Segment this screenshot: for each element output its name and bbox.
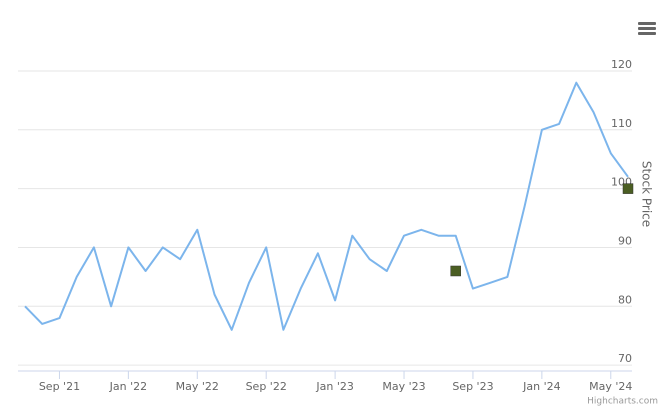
- menu-button[interactable]: [638, 22, 656, 35]
- y-tick-label: 90: [618, 234, 632, 247]
- marker: [622, 183, 634, 194]
- x-tick-label: Sep '22: [246, 380, 287, 393]
- y-tick-label: 70: [618, 352, 632, 365]
- x-tick-label: May '22: [176, 380, 219, 393]
- x-tick-label: May '24: [589, 380, 632, 393]
- menu-bar: [638, 22, 656, 25]
- x-tick-label: May '23: [382, 380, 425, 393]
- y-tick-label: 120: [611, 58, 632, 71]
- x-tick-label: Jan '24: [522, 380, 560, 393]
- credits[interactable]: Highcharts.com: [587, 397, 658, 407]
- x-tick-label: Jan '23: [315, 380, 353, 393]
- menu-bar: [638, 32, 656, 35]
- x-tick-label: Sep '23: [452, 380, 493, 393]
- menu-bar: [638, 27, 656, 30]
- x-tick-label: Jan '22: [109, 380, 147, 393]
- y-axis-title: Stock Price: [640, 161, 654, 227]
- y-tick-label: 80: [618, 293, 632, 306]
- x-tick-label: Sep '21: [39, 380, 80, 393]
- price-line: [24, 81, 629, 331]
- marker: [450, 265, 461, 277]
- y-tick-label: 110: [611, 117, 632, 130]
